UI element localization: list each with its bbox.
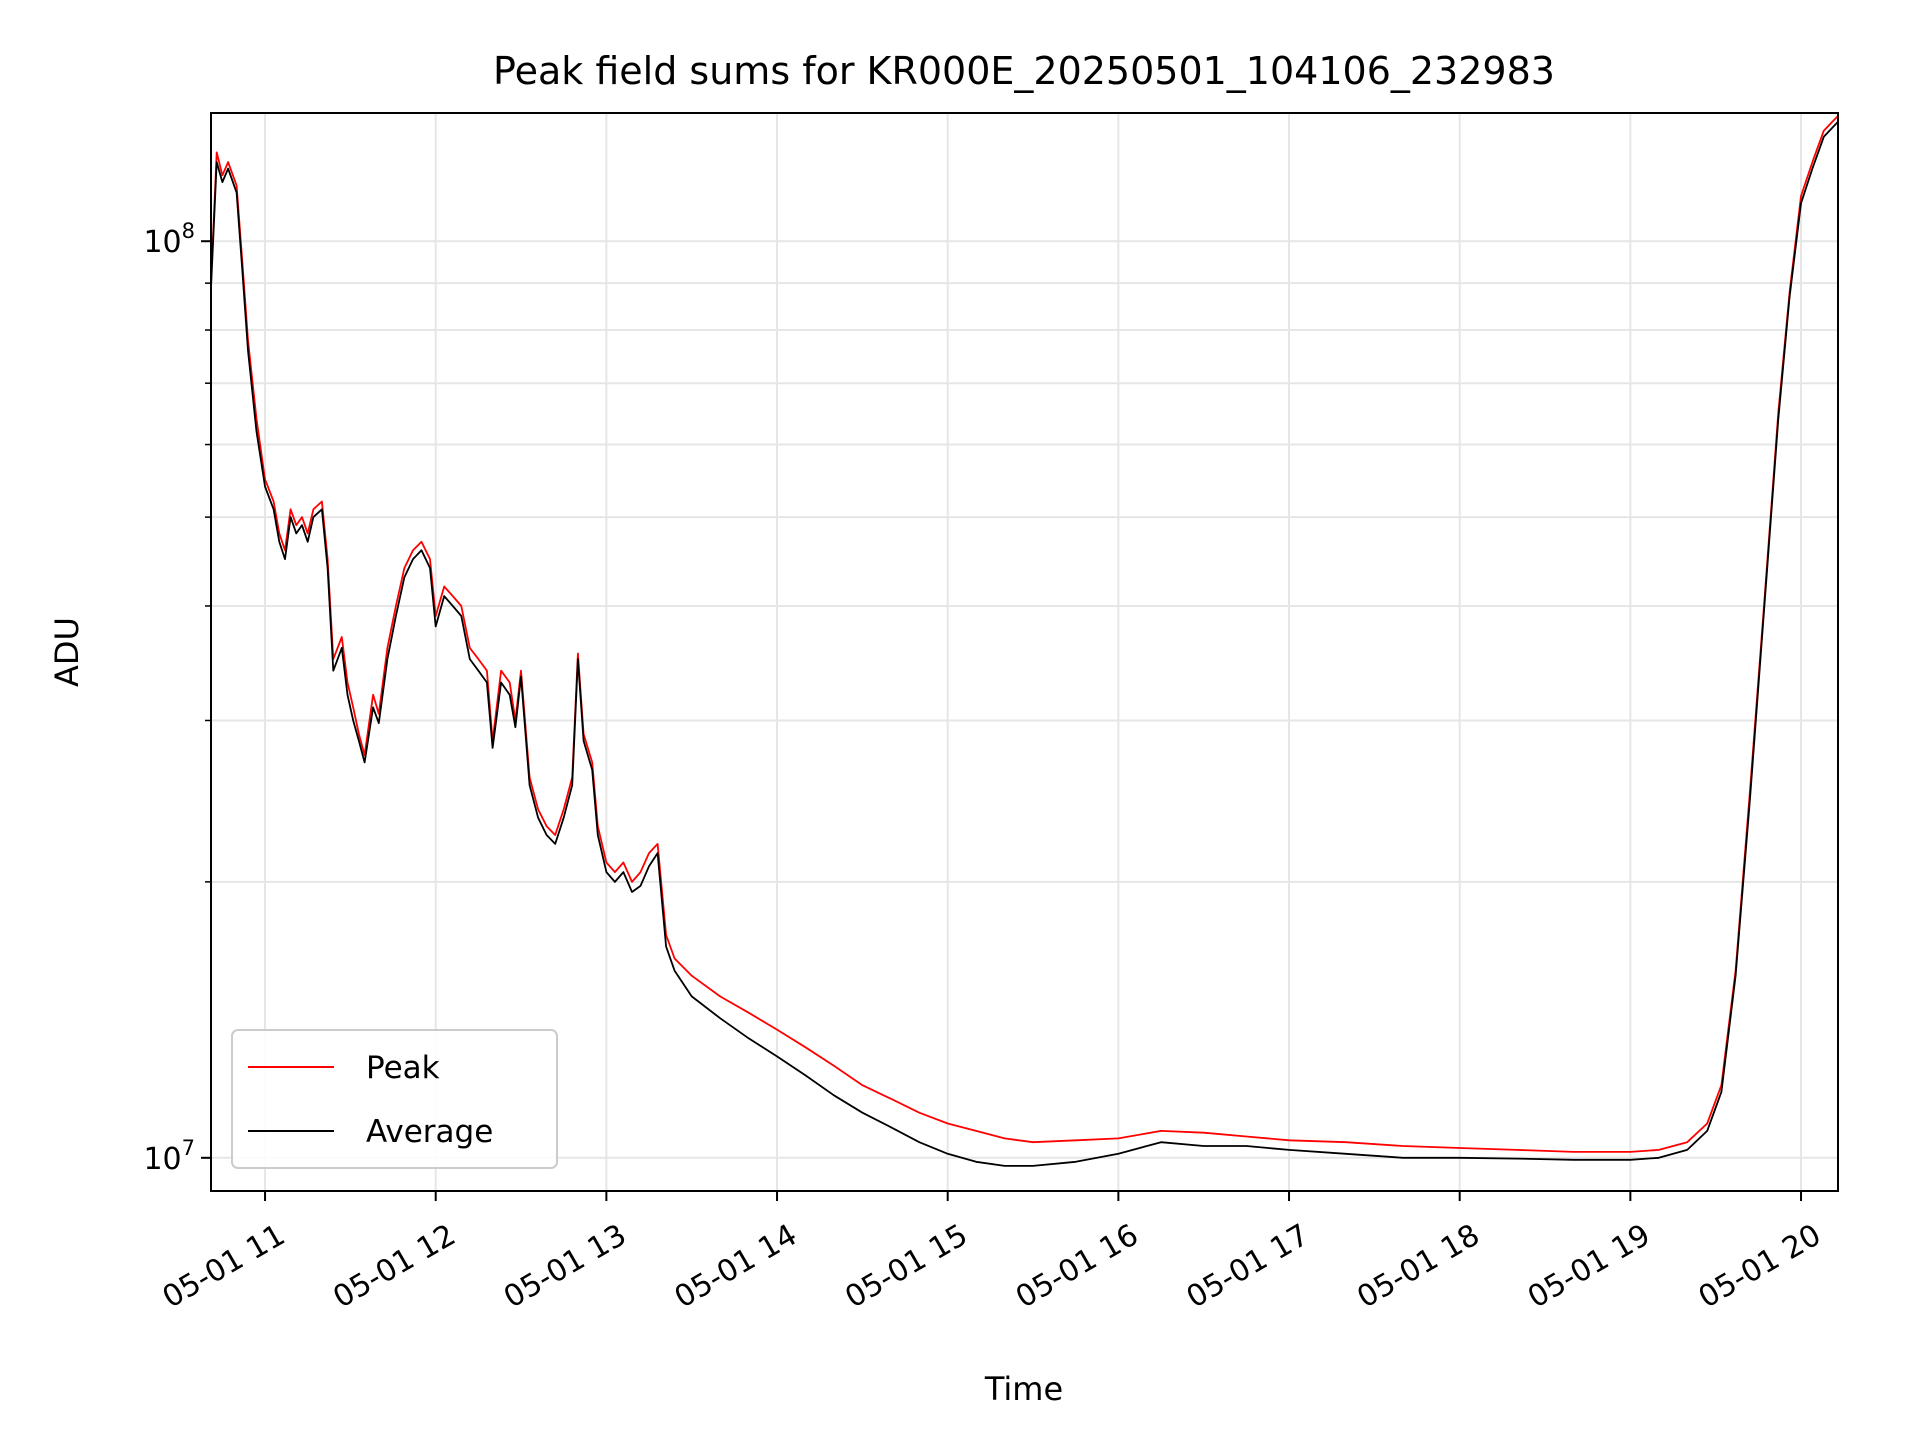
series-line-average [210,121,1839,1167]
y-tick-label: 108 [143,219,195,260]
x-axis-label: Time [984,1370,1063,1408]
legend: Peak Average [231,1029,558,1169]
y-axis: 107 108 [143,219,211,1177]
legend-label-peak: Peak [366,1050,440,1086]
chart-title: Peak field sums for KR000E_20250501_1041… [493,49,1555,93]
plot-frame [210,112,1839,1192]
y-axis-label: ADU [48,617,86,687]
y-tick-label: 107 [143,1136,195,1177]
legend-label-average: Average [366,1114,493,1150]
legend-box [231,1029,558,1169]
series-layer [210,115,1839,1167]
